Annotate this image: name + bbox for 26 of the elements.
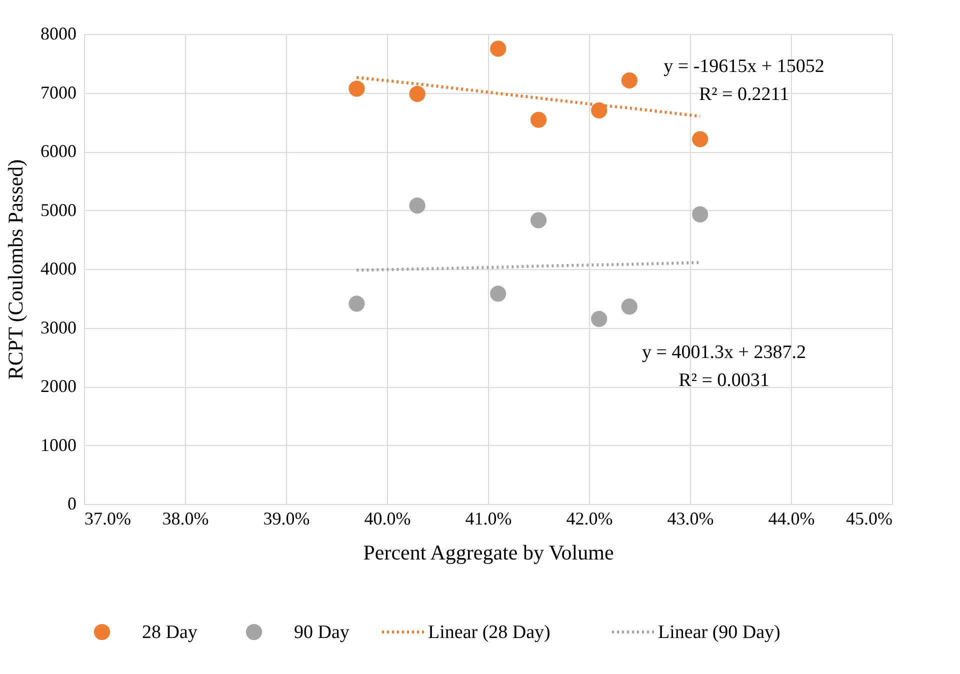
y-tick-label: 1000 [40, 434, 76, 455]
x-tick-label: 45.0% [846, 508, 892, 528]
annotation: y = 4001.3x + 2387.2 R² = 0.0031 [642, 342, 806, 391]
legend-label: 28 Day [142, 622, 198, 643]
y-tick-label: 8000 [40, 24, 76, 44]
legend-label: Linear (28 Day) [428, 622, 550, 643]
legend-label: Linear (90 Day) [658, 622, 780, 643]
y-tick-label: 3000 [40, 317, 76, 338]
x-tick-label: 44.0% [768, 508, 815, 528]
x-tick-label: 41.0% [465, 508, 512, 528]
y-axis-title: RCPT (Coulombs Passed) [4, 159, 28, 380]
x-tick-label: 37.0% [84, 508, 131, 528]
y-tick-label: 5000 [40, 200, 76, 220]
x-tick-label: 39.0% [263, 508, 310, 528]
legend-label: 90 Day [294, 622, 350, 643]
x-tick-label: 38.0% [162, 508, 209, 528]
x-tick-label: 43.0% [667, 508, 714, 528]
y-tick-label: 2000 [40, 376, 76, 396]
y-tick-label: 0 [68, 494, 76, 514]
y-tick-label: 4000 [40, 258, 76, 278]
y-tick-label: 6000 [40, 141, 76, 161]
annotation: y = -19615x + 15052 R² = 0.2211 [664, 56, 824, 105]
x-tick-label: 42.0% [566, 508, 613, 528]
x-axis-title: Percent Aggregate by Volume [363, 540, 614, 564]
x-tick-label: 40.0% [364, 508, 411, 528]
y-tick-label: 7000 [40, 82, 76, 102]
